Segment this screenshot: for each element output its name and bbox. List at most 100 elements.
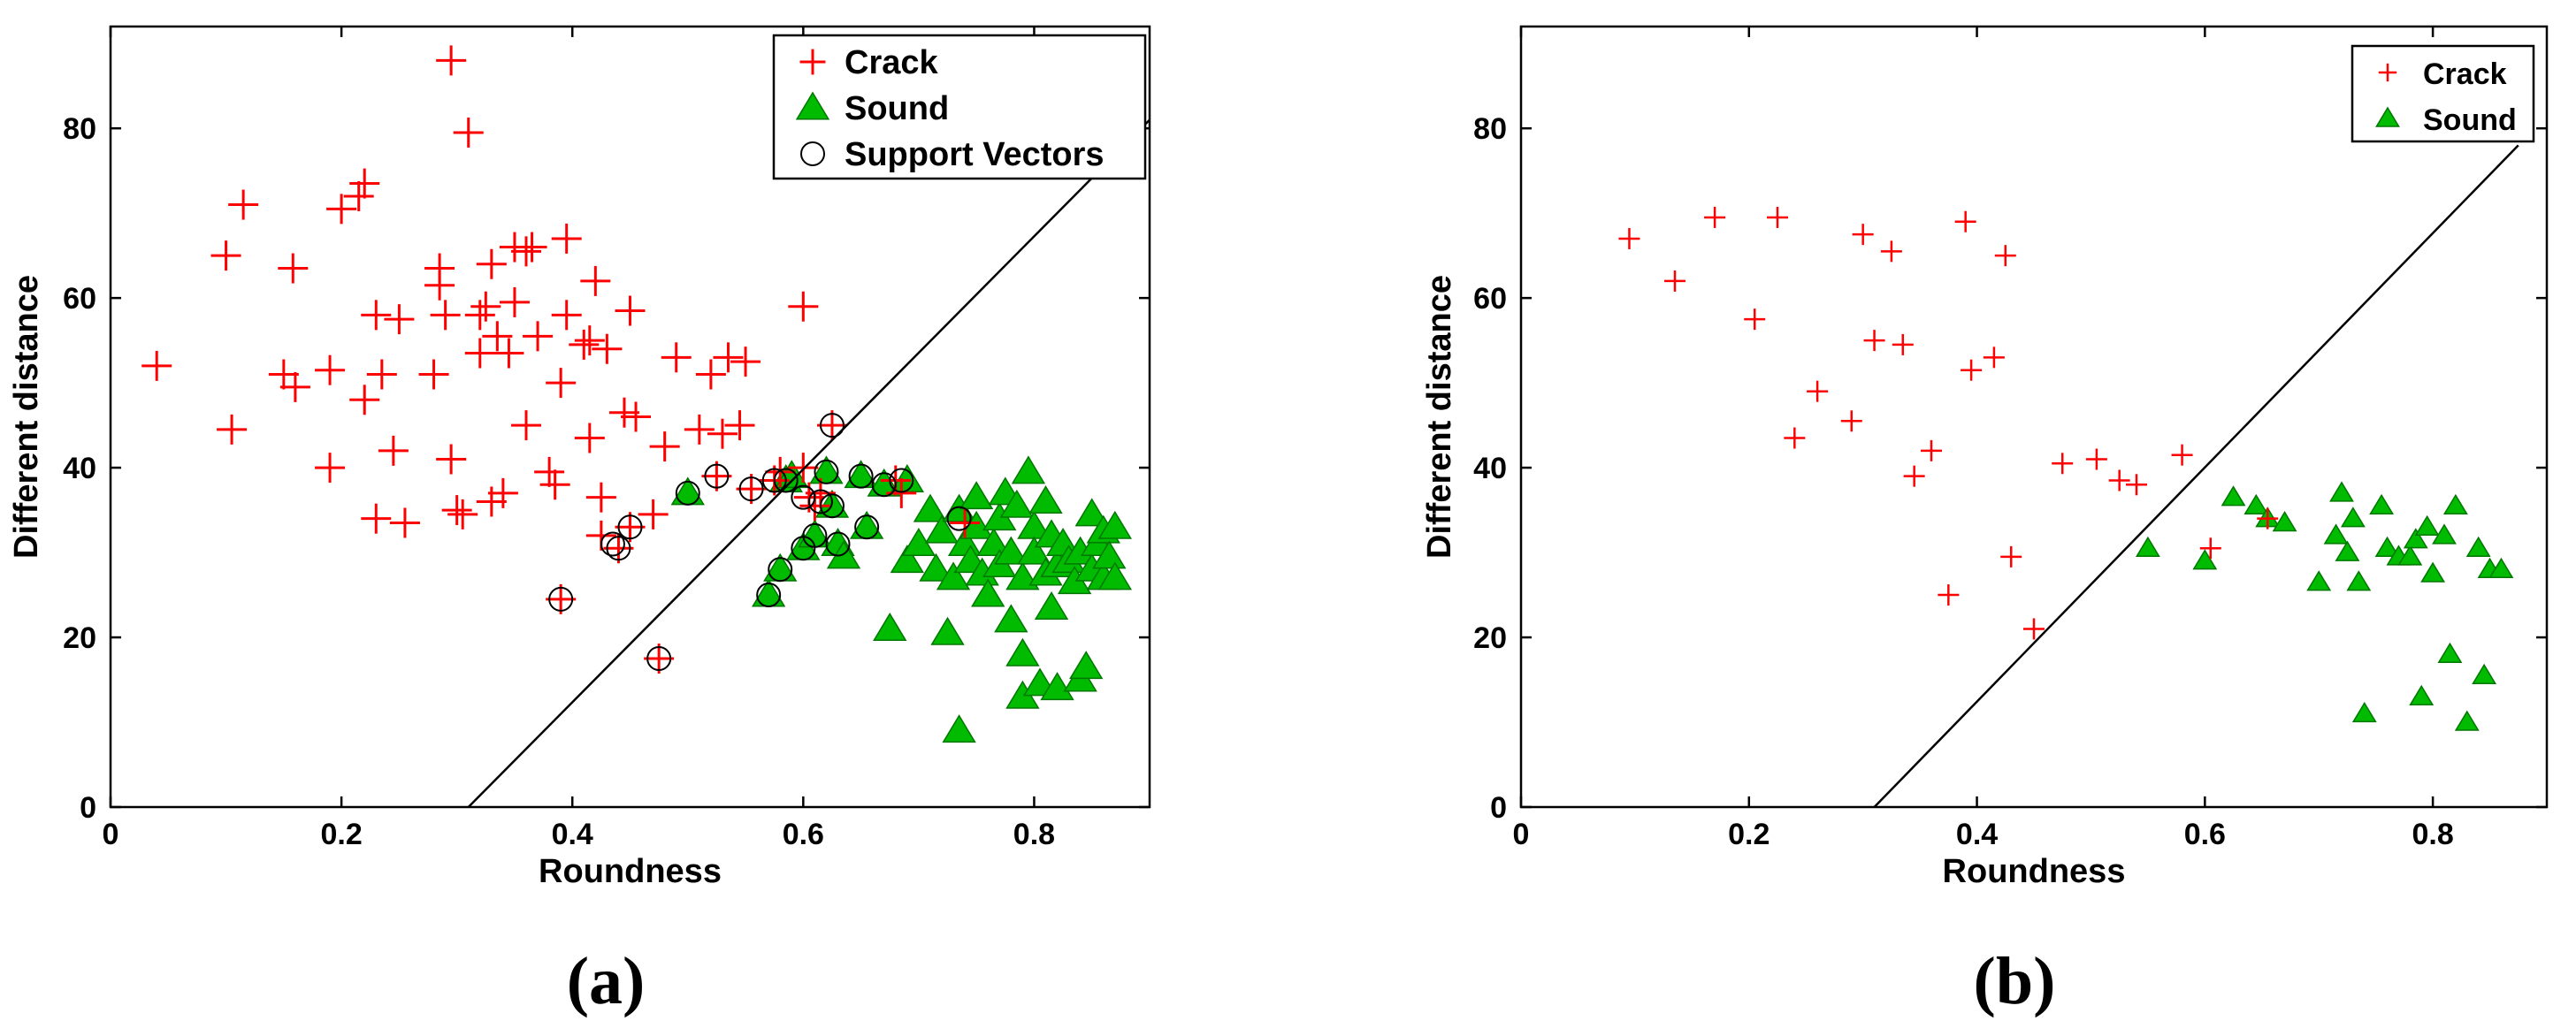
crack-point xyxy=(649,431,680,462)
sound-point xyxy=(2374,536,2400,558)
panel-a-decision-boundary xyxy=(467,118,1150,808)
crack-point xyxy=(1938,584,1960,606)
crack-point xyxy=(1994,245,2016,267)
sound-point xyxy=(2346,570,2372,591)
panel-b-data-marks xyxy=(1618,206,2514,731)
crack-point xyxy=(1807,380,1829,402)
crack-point xyxy=(615,295,646,326)
crack-point xyxy=(1664,270,1685,292)
legend-marker xyxy=(2375,106,2400,127)
sound-point xyxy=(2465,536,2491,558)
crack-point xyxy=(464,300,495,331)
sound-point xyxy=(1005,561,1040,590)
crack-point xyxy=(2023,618,2045,640)
sound-point xyxy=(936,561,971,590)
y-tick-label: 40 xyxy=(63,452,96,485)
crack-point xyxy=(418,359,449,390)
sound-point xyxy=(913,493,948,522)
sound-point xyxy=(930,616,965,645)
legend-sound-label: Sound xyxy=(845,90,949,127)
legend-marker xyxy=(795,91,830,120)
crack-point xyxy=(476,248,507,279)
panel-a-axes-frame xyxy=(109,25,1151,809)
crack-point xyxy=(551,300,582,331)
panel-b-x-axis-label: Roundness xyxy=(1943,853,2126,890)
crack-point xyxy=(736,474,767,505)
panel-a-caption: (a) xyxy=(567,944,646,1018)
sound-point xyxy=(1097,561,1133,590)
legend-sound-symbol xyxy=(2375,106,2400,127)
sound-point xyxy=(942,714,976,743)
legend-marker xyxy=(799,49,826,75)
x-tick-label: 0.2 xyxy=(1728,818,1770,851)
panel-a-data-marks xyxy=(141,45,1133,743)
crack-point xyxy=(574,423,605,453)
crack-point xyxy=(349,385,380,415)
crack-point xyxy=(343,180,374,211)
sound-point xyxy=(1034,590,1069,620)
crack-point xyxy=(1880,240,1902,263)
support-vectors-point xyxy=(814,459,839,484)
crack-point xyxy=(516,232,547,263)
sound-point xyxy=(2488,557,2514,579)
sound-point xyxy=(2409,684,2435,705)
y-tick-label: 60 xyxy=(63,282,96,316)
crack-point xyxy=(1921,439,1942,461)
crack-point xyxy=(585,482,616,513)
crack-point xyxy=(695,359,726,390)
sound-point xyxy=(2243,493,2269,515)
crack-point xyxy=(1767,206,1788,228)
crack-point xyxy=(217,414,248,445)
sound-point xyxy=(2192,549,2218,570)
crack-point xyxy=(482,321,513,352)
sound-point xyxy=(2272,511,2297,532)
crack-point xyxy=(2199,537,2221,560)
legend-crack-symbol xyxy=(2378,63,2397,82)
crack-point xyxy=(315,453,346,484)
crack-point xyxy=(1892,333,1914,355)
crack-point xyxy=(476,486,507,517)
support-vectors-point xyxy=(889,468,914,493)
crack-point xyxy=(470,291,501,322)
crack-point xyxy=(523,321,554,352)
crack-point xyxy=(141,350,172,381)
panel-a-chart: 0 0.2 0.4 0.6 0.8 0 20 40 60 80 Roundness Differ… xyxy=(8,25,1151,1018)
sound-point xyxy=(2221,485,2246,507)
legend-crack-symbol xyxy=(799,49,826,75)
crack-point xyxy=(279,371,310,402)
panel-a-x-ticks: 0 0.2 0.4 0.6 0.8 xyxy=(103,27,1055,851)
panel-b-caption: (b) xyxy=(1974,944,2056,1018)
crack-point xyxy=(1744,309,1766,331)
sound-point xyxy=(2442,493,2468,515)
support-vectors-point xyxy=(675,480,700,506)
sound-point xyxy=(1040,672,1074,701)
support-vectors-point xyxy=(946,506,972,531)
crack-point xyxy=(638,499,669,529)
legend-sound-symbol xyxy=(795,91,830,120)
crack-point xyxy=(315,354,346,385)
crack-point xyxy=(2171,444,2193,466)
sound-point xyxy=(2135,536,2160,558)
crack-point xyxy=(661,342,692,373)
sound-point xyxy=(2472,663,2497,684)
panel-b-chart: 0 0.2 0.4 0.6 0.8 0 20 40 60 80 Roundness Differ… xyxy=(1421,25,2549,1018)
crack-point xyxy=(1852,224,1874,246)
crack-point xyxy=(2085,448,2107,470)
crack-point xyxy=(1618,227,1640,249)
crack-point xyxy=(539,469,570,500)
support-vectors-point xyxy=(807,489,833,514)
crack-point xyxy=(1903,465,1925,487)
sound-point xyxy=(2432,523,2457,545)
y-tick-label: 40 xyxy=(1473,452,1507,485)
sound-point xyxy=(2397,545,2423,566)
x-tick-label: 0.4 xyxy=(1956,818,1998,851)
panel-a-y-ticks: 0 20 40 60 80 xyxy=(63,112,1150,825)
crack-point xyxy=(361,503,392,534)
sound-point xyxy=(1097,510,1133,539)
support-vectors-point xyxy=(791,484,816,510)
sound-point xyxy=(1074,498,1109,527)
crack-point xyxy=(765,456,796,487)
crack-point xyxy=(608,397,639,428)
crack-point xyxy=(724,410,755,441)
crack-point xyxy=(2052,453,2074,475)
